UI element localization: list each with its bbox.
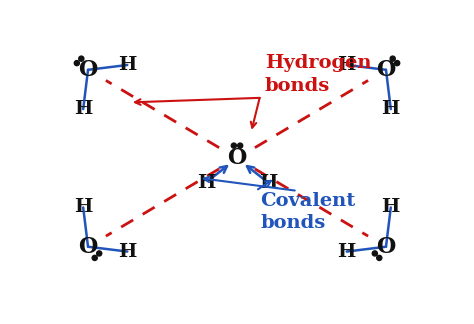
Text: H: H [74, 199, 92, 216]
Circle shape [237, 143, 243, 148]
Text: H: H [118, 56, 137, 74]
Text: O: O [228, 147, 246, 169]
Text: H: H [197, 174, 215, 191]
Text: H: H [382, 100, 400, 118]
Text: O: O [78, 59, 98, 81]
Circle shape [394, 61, 400, 66]
Text: O: O [376, 236, 396, 258]
Text: Hydrogen
bonds: Hydrogen bonds [265, 54, 372, 95]
Circle shape [390, 56, 395, 61]
Circle shape [92, 255, 97, 260]
Circle shape [377, 255, 382, 260]
Circle shape [97, 251, 102, 256]
Circle shape [74, 61, 80, 66]
Circle shape [231, 143, 237, 148]
Text: H: H [74, 100, 92, 118]
Text: H: H [337, 243, 356, 260]
Circle shape [372, 251, 377, 256]
Text: H: H [259, 174, 277, 191]
Text: O: O [376, 59, 396, 81]
Text: H: H [382, 199, 400, 216]
Text: H: H [118, 243, 137, 260]
Text: H: H [337, 56, 356, 74]
Circle shape [79, 56, 84, 61]
Text: O: O [78, 236, 98, 258]
Text: Covalent
bonds: Covalent bonds [260, 192, 356, 232]
